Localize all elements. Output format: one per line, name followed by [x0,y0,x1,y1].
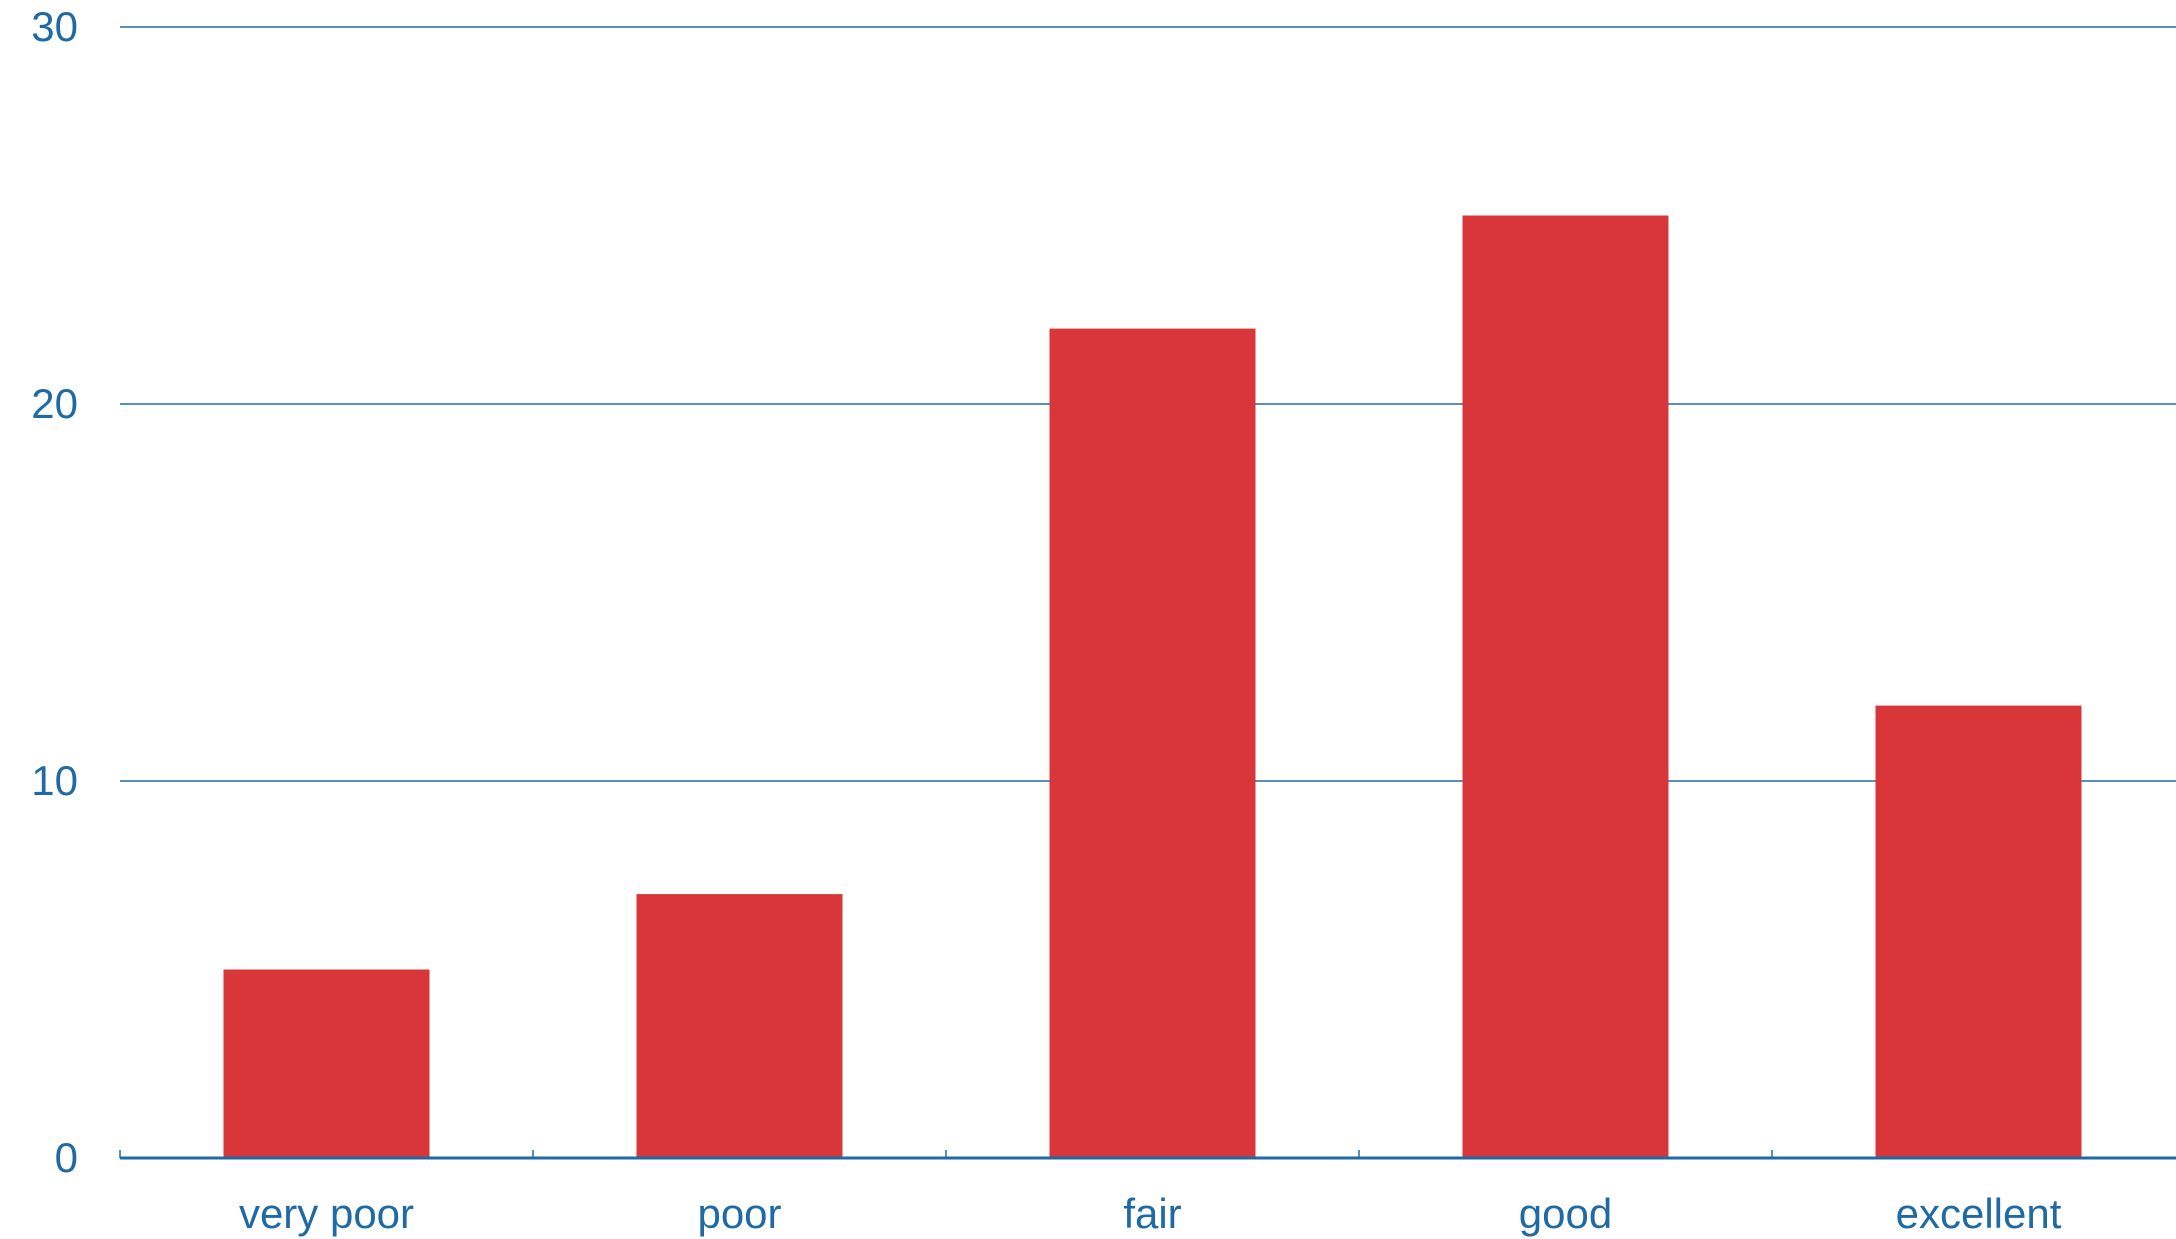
x-tick-label-poor: poor [697,1190,781,1237]
x-tick-label-fair: fair [1123,1190,1181,1237]
y-tick-label-30: 30 [31,3,78,50]
bar-poor [636,894,843,1158]
bar-good [1462,215,1669,1158]
x-tick-labels: very poor poor fair good excellent [239,1190,2062,1237]
x-tick-label-very-poor: very poor [239,1190,414,1237]
y-tick-label-0: 0 [55,1134,78,1181]
y-tick-labels: 0 10 20 30 [31,3,78,1181]
bar-very-poor [223,969,430,1158]
y-tick-label-10: 10 [31,757,78,804]
bar-excellent [1875,705,2082,1158]
x-tick-label-good: good [1519,1190,1612,1237]
x-tick-label-excellent: excellent [1896,1190,2062,1237]
bars [223,215,2082,1159]
y-tick-label-20: 20 [31,380,78,427]
x-axis [119,1150,2176,1160]
bar-fair [1049,328,1256,1159]
